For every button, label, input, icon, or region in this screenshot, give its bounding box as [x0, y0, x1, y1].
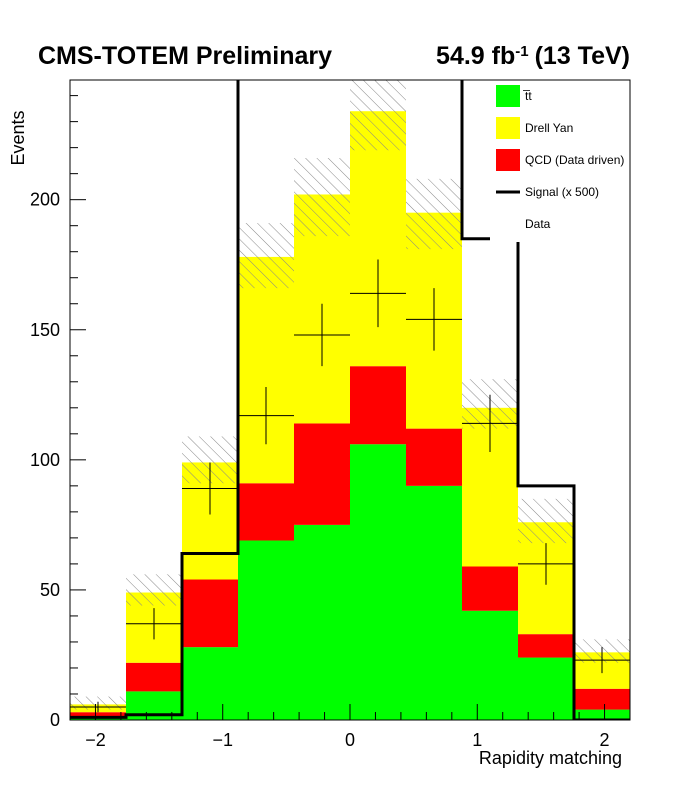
data-point-2	[182, 462, 238, 515]
ttbar-bar-7	[462, 610, 518, 720]
data-point-1	[126, 608, 182, 640]
x-tick-label-1: −1	[212, 730, 233, 750]
x-tick-label-3: 1	[472, 730, 482, 750]
qcd-bar-0	[70, 712, 126, 718]
legend-swatch-ttbar	[496, 85, 520, 107]
data-points	[70, 259, 630, 713]
data-point-3	[238, 386, 294, 445]
qcd-bar-6	[406, 428, 462, 486]
legend: t̅t Drell Yan QCD (Data driven) Signal (x 5…	[490, 82, 628, 242]
data-point-7	[462, 394, 518, 453]
axes: 0 50 100 150 200 −2 −1 0 1 2	[30, 95, 631, 750]
uncertainty-bin-8	[518, 498, 574, 544]
x-tick-label-2: 0	[345, 730, 355, 750]
legend-label-drell_yan: Drell Yan	[525, 121, 573, 135]
ttbar-bar-2	[182, 647, 238, 720]
legend-label-data: Data	[525, 217, 551, 231]
ttbar-bar-3	[238, 540, 294, 720]
ttbar-bar-5	[350, 444, 406, 720]
legend-item-signal: Signal (x 500)	[496, 185, 599, 199]
legend-label-qcd: QCD (Data driven)	[525, 153, 624, 167]
ttbar-bar-6	[406, 485, 462, 720]
drell_yan-bar-3	[238, 256, 294, 484]
y-tick-label-1: 50	[40, 580, 60, 600]
uncertainty-bin-6	[406, 178, 462, 250]
qcd-bar-9	[574, 688, 630, 710]
legend-item-data: Data	[525, 217, 551, 231]
data-point-8	[518, 543, 574, 585]
data-point-6	[406, 288, 462, 351]
uncertainty-band	[70, 80, 630, 710]
data-point-9	[574, 647, 630, 674]
legend-label-ttbar: t̅t	[523, 89, 533, 103]
x-tick-label-4: 2	[600, 730, 610, 750]
luminosity-value: 54.9 fb	[436, 42, 515, 70]
uncertainty-bin-1	[126, 574, 182, 606]
signal-step-line	[70, 80, 630, 720]
legend-label-signal: Signal (x 500)	[525, 185, 599, 199]
qcd-bar-2	[182, 579, 238, 648]
y-axis-label: Events	[8, 110, 28, 165]
y-tick-label-3: 150	[30, 320, 60, 340]
ttbar-bar-4	[294, 524, 350, 720]
qcd-bar-7	[462, 566, 518, 611]
data-point-0	[70, 701, 126, 713]
legend-item-ttbar: t̅t	[496, 85, 532, 107]
legend-swatch-qcd	[496, 149, 520, 171]
x-tick-label-0: −2	[85, 730, 106, 750]
uncertainty-bin-5	[350, 80, 406, 151]
legend-item-qcd: QCD (Data driven)	[496, 149, 624, 171]
ttbar-bar-9	[574, 709, 630, 720]
qcd-bar-5	[350, 366, 406, 445]
x-axis-label: Rapidity matching	[479, 748, 622, 768]
ttbar-bar-8	[518, 657, 574, 720]
qcd-bar-8	[518, 634, 574, 658]
qcd-bar-3	[238, 483, 294, 541]
data-point-4	[294, 303, 350, 367]
energy-value: (13 TeV)	[535, 42, 630, 70]
y-tick-label-2: 100	[30, 450, 60, 470]
legend-item-drell_yan: Drell Yan	[496, 117, 573, 139]
y-tick-label-0: 0	[50, 710, 60, 730]
uncertainty-bin-4	[294, 158, 350, 237]
y-tick-label-4: 200	[30, 190, 60, 210]
signal-line	[70, 80, 630, 720]
experiment-label: CMS-TOTEM Preliminary	[38, 42, 332, 70]
data-point-5	[350, 259, 406, 328]
luminosity-energy-label: 54.9 fb-1 (13 TeV)	[436, 42, 630, 70]
qcd-bar-4	[294, 423, 350, 525]
qcd-bar-1	[126, 662, 182, 692]
uncertainty-bin-3	[238, 223, 294, 289]
luminosity-exponent: -1	[515, 43, 528, 60]
legend-swatch-drell_yan	[496, 117, 520, 139]
